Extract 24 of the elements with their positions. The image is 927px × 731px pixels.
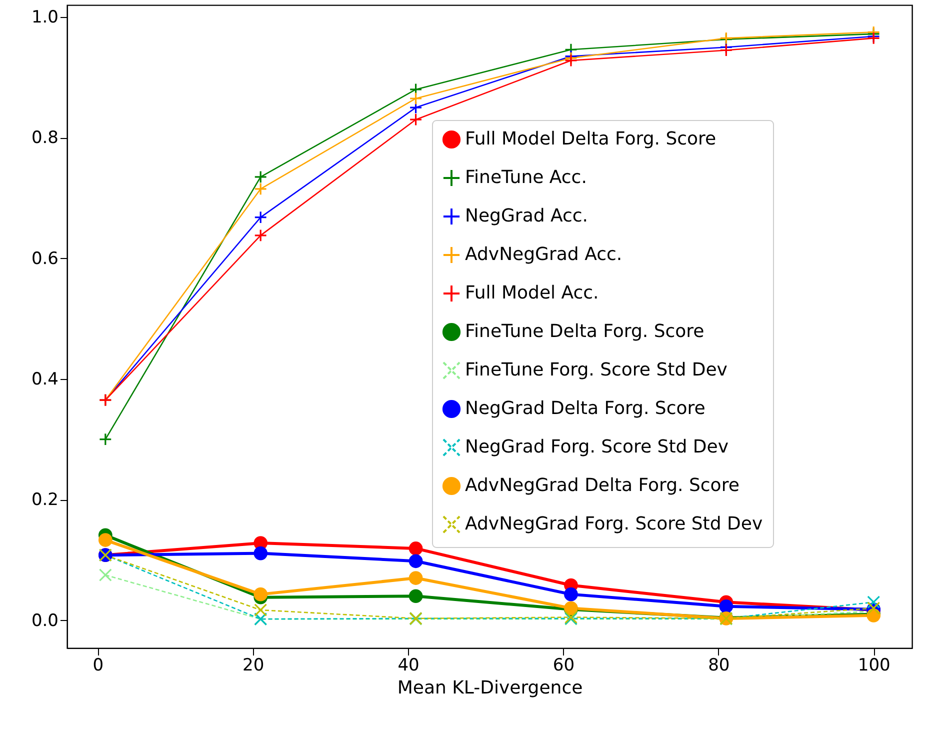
x-tick-label: 60 xyxy=(552,656,575,676)
legend-label: NegGrad Forg. Score Std Dev xyxy=(465,436,729,458)
legend-label: NegGrad Acc. xyxy=(465,206,588,226)
x-tick-label: 0 xyxy=(92,656,104,676)
y-tick-label: 0.0 xyxy=(31,610,58,631)
y-tick-label: 0.6 xyxy=(31,248,58,269)
x-tick-label: 100 xyxy=(858,656,890,676)
legend-label: AdvNegGrad Delta Forg. Score xyxy=(465,475,740,496)
legend-label: Full Model Acc. xyxy=(465,282,599,304)
legend-label: Full Model Delta Forg. Score xyxy=(465,128,716,150)
legend-label: FineTune Forg. Score Std Dev xyxy=(465,360,728,380)
x-tick-label: 40 xyxy=(398,656,420,676)
x-axis-title: Mean KL-Divergence xyxy=(397,678,583,698)
legend-label: FineTune Acc. xyxy=(465,167,587,188)
legend-label: NegGrad Delta Forg. Score xyxy=(465,398,706,419)
legend-label: FineTune Delta Forg. Score xyxy=(465,321,704,342)
x-tick-label: 20 xyxy=(242,656,264,676)
y-tick-label: 0.4 xyxy=(31,369,58,390)
legend-label: AdvNegGrad Forg. Score Std Dev xyxy=(465,514,763,534)
x-tick-label: 80 xyxy=(708,656,730,676)
legend-label: AdvNegGrad Acc. xyxy=(465,244,622,265)
y-tick-label: 0.2 xyxy=(31,490,58,510)
y-tick-label: 0.8 xyxy=(31,128,58,148)
y-tick-label: 1.0 xyxy=(31,8,58,28)
